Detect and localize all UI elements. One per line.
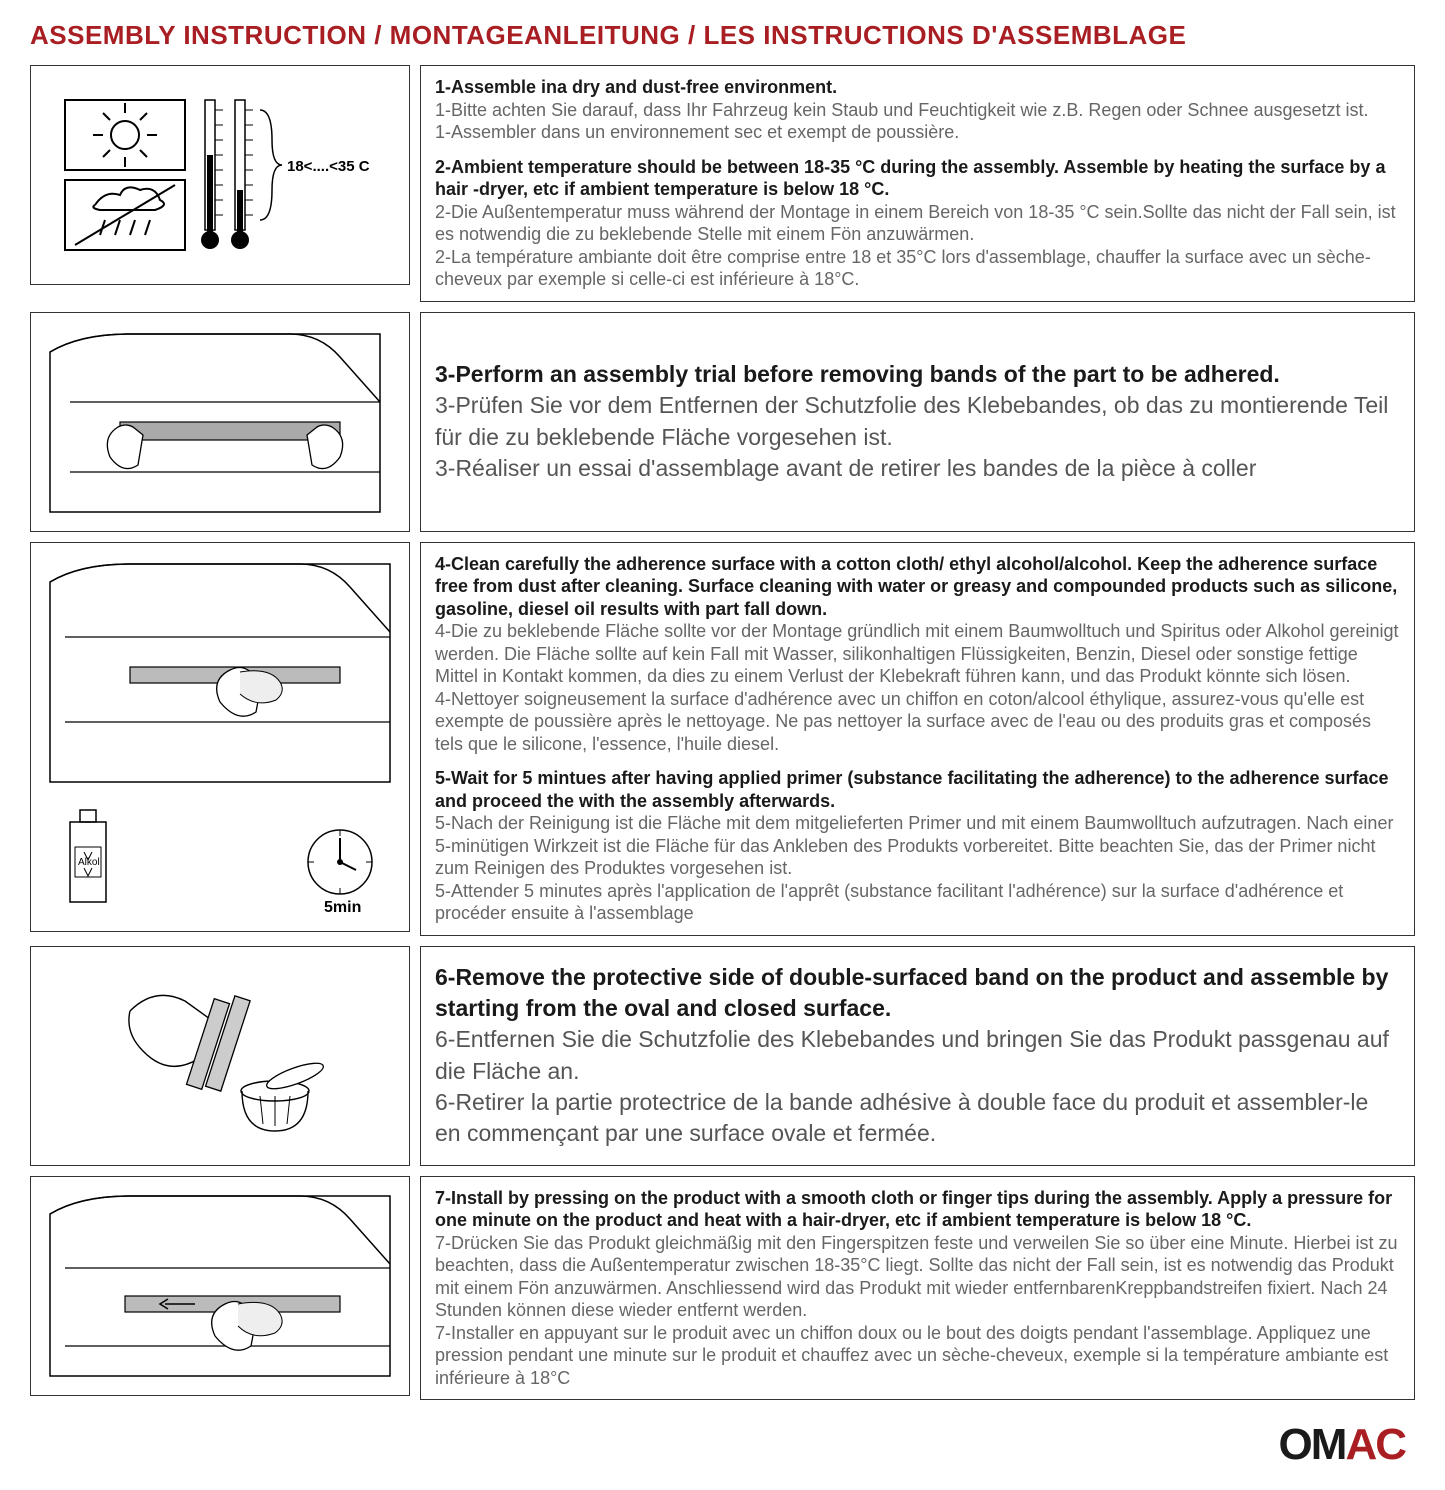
step-row-3: 3-Perform an assembly trial before remov…	[30, 312, 1415, 532]
step7-de: 7-Drücken Sie das Produkt gleichmäßig mi…	[435, 1232, 1400, 1322]
step-text-1-2: 1-Assemble ina dry and dust-free environ…	[420, 65, 1415, 302]
step5-de: 5-Nach der Reinigung ist die Fläche mit …	[435, 812, 1400, 880]
temp-range-label: 18<....<35 C	[287, 158, 370, 175]
step3-fr: 3-Réaliser un essai d'assemblage avant d…	[435, 453, 1400, 484]
step-text-3: 3-Perform an assembly trial before remov…	[420, 312, 1415, 532]
illustration-trial	[30, 312, 410, 532]
step-row-6: 6-Remove the protective side of double-s…	[30, 946, 1415, 1166]
illustration-peel	[30, 946, 410, 1166]
step3-en: 3-Perform an assembly trial before remov…	[435, 359, 1400, 390]
step5-fr: 5-Attender 5 minutes après l'application…	[435, 880, 1400, 925]
step-row-4-5: Alkol 5min 4-Clean carefully the adheren…	[30, 542, 1415, 936]
step-text-7: 7-Install by pressing on the product wit…	[420, 1176, 1415, 1401]
step-row-7: 7-Install by pressing on the product wit…	[30, 1176, 1415, 1401]
step4-en: 4-Clean carefully the adherence surface …	[435, 553, 1400, 621]
step7-en: 7-Install by pressing on the product wit…	[435, 1187, 1400, 1232]
step-text-6: 6-Remove the protective side of double-s…	[420, 946, 1415, 1166]
brand-logo: OMAC	[30, 1410, 1415, 1470]
step2-de: 2-Die Außentemperatur muss während der M…	[435, 201, 1400, 246]
step6-de: 6-Entfernen Sie die Schutzfolie des Kleb…	[435, 1024, 1400, 1086]
step4-fr: 4-Nettoyer soigneusement la surface d'ad…	[435, 688, 1400, 756]
step-text-4-5: 4-Clean carefully the adherence surface …	[420, 542, 1415, 936]
step2-fr: 2-La température ambiante doit être comp…	[435, 246, 1400, 291]
step4-de: 4-Die zu beklebende Fläche sollte vor de…	[435, 620, 1400, 688]
step6-fr: 6-Retirer la partie protectrice de la ba…	[435, 1087, 1400, 1149]
step1-de: 1-Bitte achten Sie darauf, dass Ihr Fahr…	[435, 99, 1400, 122]
illustration-temperature: 18<....<35 C	[30, 65, 410, 285]
step-row-1-2: 18<....<35 C 1-Assemble ina dry and dust…	[30, 65, 1415, 302]
step7-fr: 7-Installer en appuyant sur le produit a…	[435, 1322, 1400, 1390]
illustration-clean: Alkol 5min	[30, 542, 410, 932]
illustration-press	[30, 1176, 410, 1396]
step3-de: 3-Prüfen Sie vor dem Entfernen der Schut…	[435, 390, 1400, 452]
page-title: ASSEMBLY INSTRUCTION / MONTAGEANLEITUNG …	[30, 20, 1415, 51]
step2-en: 2-Ambient temperature should be between …	[435, 156, 1400, 201]
step5-en: 5-Wait for 5 mintues after having applie…	[435, 767, 1400, 812]
step6-en: 6-Remove the protective side of double-s…	[435, 962, 1400, 1024]
step1-fr: 1-Assembler dans un environnement sec et…	[435, 121, 1400, 144]
step1-en: 1-Assemble ina dry and dust-free environ…	[435, 76, 1400, 99]
clock-label: 5min	[324, 899, 361, 916]
